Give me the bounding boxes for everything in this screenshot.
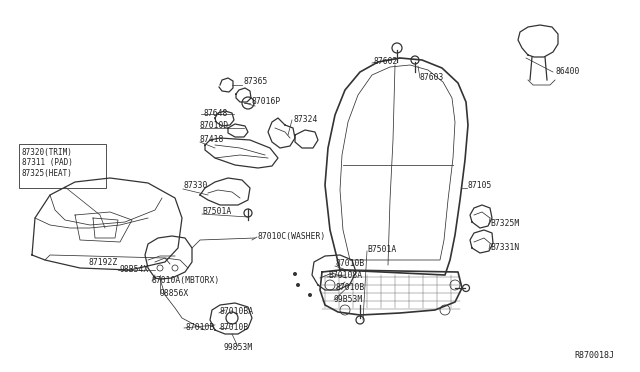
Text: 87010B: 87010B [185, 323, 214, 331]
Text: 87010B: 87010B [336, 283, 365, 292]
Circle shape [293, 272, 297, 276]
Text: B70108A: B70108A [328, 272, 362, 280]
Text: 87010B: 87010B [219, 323, 248, 331]
Text: 86400: 86400 [555, 67, 579, 77]
Text: 87365: 87365 [244, 77, 268, 87]
Text: 87192Z: 87192Z [88, 258, 118, 267]
Text: 99B53M: 99B53M [334, 295, 364, 304]
Text: 87010C(WASHER): 87010C(WASHER) [258, 231, 326, 241]
Text: 87105: 87105 [468, 180, 492, 189]
Circle shape [296, 283, 300, 287]
Text: 87010D: 87010D [200, 122, 229, 131]
Text: R870018J: R870018J [574, 350, 614, 359]
Text: B7501A: B7501A [367, 244, 396, 253]
Text: 87330: 87330 [183, 180, 207, 189]
Text: 87010B: 87010B [336, 260, 365, 269]
Text: 98B54X: 98B54X [119, 264, 148, 273]
Text: 87602: 87602 [374, 58, 398, 67]
Text: 87010A(MBTORX): 87010A(MBTORX) [152, 276, 220, 285]
Text: 99853M: 99853M [223, 343, 253, 352]
Text: 87603: 87603 [420, 74, 444, 83]
Text: 87016P: 87016P [252, 96, 281, 106]
Text: B7331N: B7331N [490, 244, 519, 253]
Text: 87648: 87648 [203, 109, 227, 119]
Text: 87010BA: 87010BA [219, 308, 253, 317]
Text: 87320(TRIM)
87311 (PAD)
87325(HEAT): 87320(TRIM) 87311 (PAD) 87325(HEAT) [22, 148, 73, 178]
Text: B7501A: B7501A [202, 208, 231, 217]
Text: 87324: 87324 [293, 115, 317, 124]
Text: B7325M: B7325M [490, 218, 519, 228]
Text: 98856X: 98856X [160, 289, 189, 298]
Circle shape [308, 293, 312, 297]
Text: 87418: 87418 [200, 135, 225, 144]
